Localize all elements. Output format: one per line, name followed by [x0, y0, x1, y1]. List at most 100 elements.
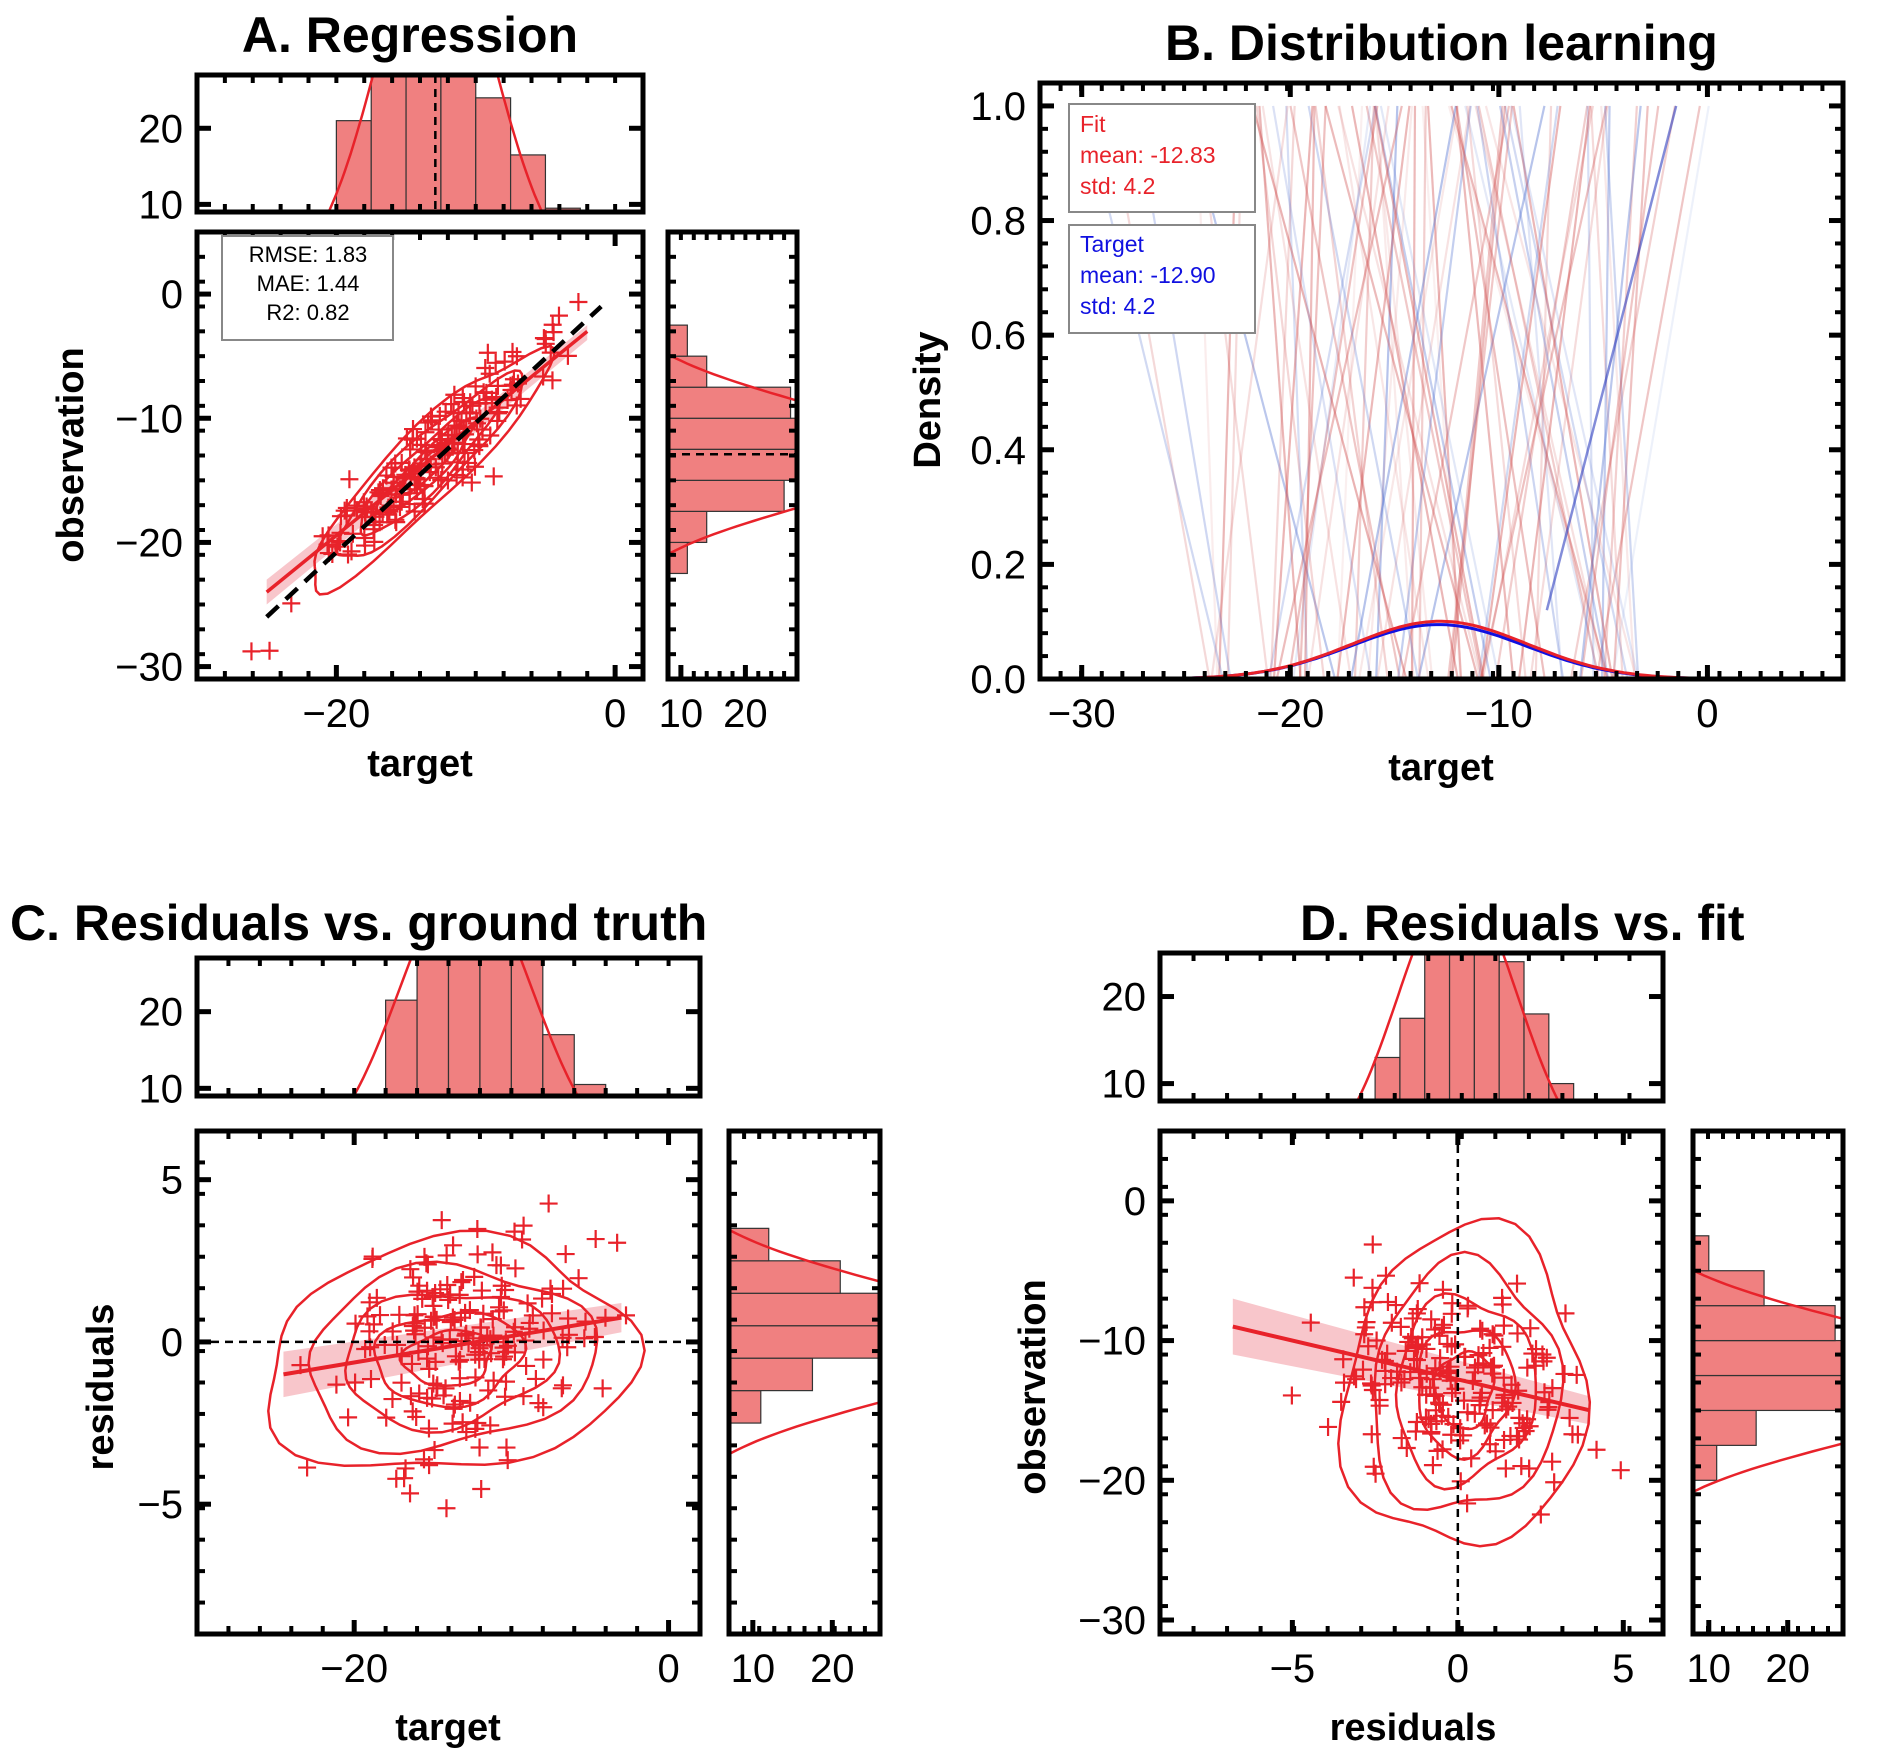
data-point: [1396, 1341, 1415, 1360]
sample-line: [1455, 105, 1546, 679]
sample-line: [1418, 105, 1427, 679]
data-point: [413, 490, 432, 509]
sample-line: [1447, 105, 1607, 679]
panel-d-xlabel: residuals: [1330, 1707, 1497, 1749]
data-point: [1363, 1293, 1382, 1312]
sample-line: [1350, 105, 1459, 679]
sample-line: [1373, 105, 1434, 679]
data-point: [1363, 1235, 1382, 1254]
data-point: [1376, 1361, 1395, 1380]
data-point: [526, 1369, 545, 1388]
data-point: [383, 1322, 402, 1341]
data-point: [383, 1390, 402, 1409]
data-point: [1301, 1313, 1320, 1332]
hist-bar: [370, 75, 407, 212]
sample-line: [1451, 105, 1507, 679]
data-point: [539, 1194, 558, 1213]
fit-line: [1232, 1324, 1591, 1413]
data-point: [1319, 1417, 1338, 1436]
x-tick-label: 20: [810, 1647, 855, 1691]
data-point: [1433, 1280, 1452, 1299]
data-point: [558, 346, 577, 365]
y-tick-label: 0: [161, 273, 183, 317]
y-tick-label: 0.4: [970, 429, 1026, 473]
data-point: [1493, 1295, 1512, 1314]
panel-c-title: C. Residuals vs. ground truth: [10, 895, 707, 951]
sample-line: [1600, 105, 1636, 679]
hist-bar: [729, 1357, 814, 1392]
data-point: [534, 367, 553, 386]
data-point: [437, 1246, 456, 1265]
data-point: [282, 594, 301, 613]
sample-line: [1529, 105, 1609, 679]
data-point: [242, 642, 261, 661]
fit-line: [265, 329, 589, 594]
data-point: [407, 1407, 426, 1426]
data-point: [593, 1379, 612, 1398]
panel-c-xlabel: target: [395, 1707, 501, 1749]
data-point: [1493, 1337, 1512, 1356]
data-point: [462, 473, 481, 492]
data-point: [483, 1243, 502, 1262]
sample-line: [1410, 105, 1417, 679]
x-tick-label: 0: [1696, 692, 1718, 736]
sample-line: [1258, 105, 1302, 679]
hist-bar: [729, 1390, 762, 1424]
sample-line: [1338, 105, 1430, 679]
data-point: [1485, 1326, 1504, 1345]
data-point: [1378, 1293, 1397, 1311]
data-point: [608, 1233, 627, 1252]
sample-line: [1426, 105, 1463, 679]
data-point: [340, 470, 359, 489]
data-point: [465, 1267, 484, 1286]
kde-contour: [1373, 1250, 1565, 1511]
data-point: [490, 1298, 509, 1317]
data-point: [554, 1279, 573, 1298]
data-point: [443, 1308, 462, 1327]
data-point: [493, 1350, 512, 1369]
data-point: [617, 1306, 636, 1325]
data-point: [260, 641, 279, 660]
data-point: [1543, 1379, 1562, 1398]
data-point: [1480, 1435, 1499, 1454]
data-point: [1367, 1331, 1386, 1350]
data-point: [402, 1354, 421, 1373]
data-point: [367, 1288, 386, 1307]
panel-b-xlabel: target: [1388, 747, 1494, 789]
y-tick-label: 20: [139, 107, 184, 151]
x-tick-label: −20: [302, 692, 370, 736]
data-point: [491, 1287, 510, 1306]
data-point: [1357, 1313, 1376, 1332]
data-point: [478, 343, 497, 362]
data-point: [1405, 1349, 1424, 1368]
sample-line: [1417, 105, 1546, 679]
data-point: [553, 1328, 572, 1347]
y-tick-label: −10: [115, 397, 183, 441]
sample-line: [1476, 105, 1565, 679]
data-point: [1376, 1266, 1395, 1285]
data-point: [1494, 1316, 1513, 1335]
hist-bar: [479, 958, 512, 1096]
data-point: [377, 466, 396, 485]
data-point: [1520, 1417, 1539, 1436]
data-point: [411, 435, 430, 454]
y-tick-label: 10: [1102, 1063, 1147, 1107]
data-point: [466, 1419, 485, 1438]
data-point: [1451, 1472, 1470, 1491]
sample-line: [1517, 105, 1591, 679]
data-point: [1587, 1440, 1606, 1459]
data-point: [1386, 1296, 1405, 1315]
data-point: [401, 1484, 420, 1503]
panel-d-title: D. Residuals vs. fit: [1300, 895, 1745, 951]
data-point: [497, 1372, 516, 1391]
sample-line: [1603, 105, 1638, 679]
x-tick-label: −20: [320, 1647, 388, 1691]
data-point: [1469, 1346, 1488, 1365]
data-point: [1362, 1425, 1381, 1444]
data-point: [419, 1419, 438, 1438]
data-point: [476, 394, 495, 413]
data-point: [506, 1259, 525, 1278]
data-point: [542, 1284, 561, 1303]
data-point: [1422, 1423, 1441, 1442]
sample-line: [1314, 105, 1389, 679]
